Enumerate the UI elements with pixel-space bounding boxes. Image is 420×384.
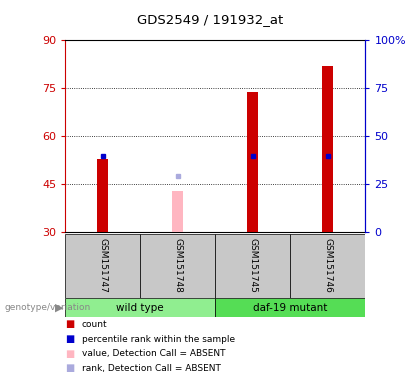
Bar — [322, 66, 333, 232]
Bar — [215, 234, 290, 298]
Text: ■: ■ — [65, 349, 74, 359]
Text: wild type: wild type — [116, 303, 164, 313]
Bar — [290, 234, 365, 298]
Bar — [65, 298, 215, 317]
Text: rank, Detection Call = ABSENT: rank, Detection Call = ABSENT — [82, 364, 221, 373]
Text: genotype/variation: genotype/variation — [4, 303, 90, 312]
Text: GSM151747: GSM151747 — [98, 238, 107, 293]
Text: GSM151746: GSM151746 — [323, 238, 332, 293]
Text: GDS2549 / 191932_at: GDS2549 / 191932_at — [137, 13, 283, 26]
Text: ■: ■ — [65, 363, 74, 373]
Text: ▶: ▶ — [55, 303, 63, 313]
Text: ■: ■ — [65, 319, 74, 329]
Text: daf-19 mutant: daf-19 mutant — [253, 303, 328, 313]
Bar — [172, 191, 184, 232]
Bar — [97, 159, 108, 232]
Bar — [65, 234, 140, 298]
Text: percentile rank within the sample: percentile rank within the sample — [82, 334, 235, 344]
Bar — [247, 91, 258, 232]
Bar — [140, 234, 215, 298]
Text: GSM151745: GSM151745 — [248, 238, 257, 293]
Bar — [215, 298, 365, 317]
Text: value, Detection Call = ABSENT: value, Detection Call = ABSENT — [82, 349, 226, 358]
Text: ■: ■ — [65, 334, 74, 344]
Text: GSM151748: GSM151748 — [173, 238, 182, 293]
Text: count: count — [82, 320, 108, 329]
